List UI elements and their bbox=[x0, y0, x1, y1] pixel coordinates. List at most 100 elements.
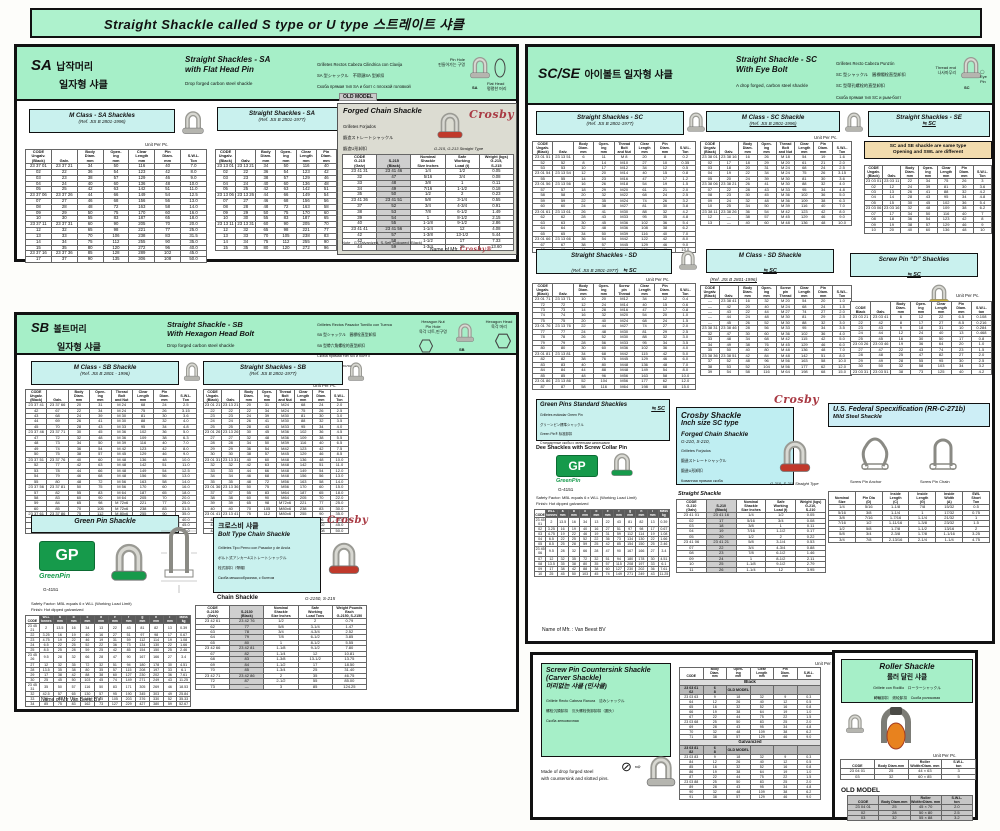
crosby-sc-box: Crosby Shackle Inch size SC type Forged … bbox=[676, 407, 794, 485]
gp-std-table: CODE WLL tonnes a mm b mm c mm d mm e mm f mm g … bbox=[533, 508, 671, 577]
table-row: 08 18 36 54 123 42 8 bbox=[863, 216, 993, 223]
chain-shackle-label: Chain Shackle bbox=[217, 595, 259, 601]
greenpin-shackle-icon bbox=[109, 537, 149, 589]
table-row: 37 52 48 96 M 56 163 58 10.0 bbox=[700, 358, 852, 365]
sb-hexhead-label: Hexagon Head bbox=[485, 319, 513, 324]
se-note-text: SC and SE shackle are same type Opening … bbox=[889, 144, 967, 156]
carver-title2: (Carver Shackle) bbox=[546, 675, 602, 683]
crosby-forged-panel: Forged Chain Shackle Grilletes Forjados … bbox=[337, 103, 517, 255]
table-row: 38 53 52 104 M 56 177 62 12.0 bbox=[700, 363, 852, 371]
gp-std-lang-es: Grilletes estándar Green Pin bbox=[540, 413, 583, 418]
crosby-sc-caption: G-210, S-210 Straight Type bbox=[770, 481, 819, 486]
usfed-anchor-label: Screw Pin Anchor bbox=[850, 479, 882, 484]
sc-lang-zh: SC 型帶孔螺栓的直型卸扣 bbox=[836, 83, 885, 89]
usfed-sub: Mild Steel Shackle bbox=[833, 414, 882, 421]
table-row: 05 20 1/2 2 0.22 bbox=[676, 533, 826, 541]
table-row: 23 42 66 23 42 81 1-1/8 9-1/2 7.80 bbox=[194, 645, 368, 652]
table-row: 03 4.75 19 22 46 19 31 59 112 114 19 1.08 bbox=[533, 531, 671, 538]
table-row: 23 37 16 23 37 36 85 128 289 102 45.0 bbox=[25, 250, 207, 258]
table-row: 67 82 1-1/4 12 10.81 bbox=[194, 650, 368, 658]
shackle-icon bbox=[686, 109, 706, 136]
sc77-box: Straight Shackles - SC (Ref. JIS B 2801-1… bbox=[536, 111, 684, 135]
msb-title: M Class - SB Shackle bbox=[73, 364, 137, 371]
table-row: 23 4.75 19 22 46 19 31 59 112 114 19 1.08 bbox=[25, 637, 191, 644]
table-row: 78 78 26 52 M30 88 32 3.0 bbox=[531, 334, 697, 341]
roller-title: Roller Shackle bbox=[879, 662, 935, 671]
greenpin-logo-text: GreenPin bbox=[556, 478, 581, 484]
table-row: 07 17 34 50 116 40 7 bbox=[863, 210, 993, 218]
table-row: 28 48 25 47 82 27 2.0 bbox=[849, 352, 993, 359]
table-row: 64 79 7/8 6-1/2 3.85 bbox=[194, 634, 368, 641]
table-row: 03 32 60 × 85 5 bbox=[840, 773, 976, 781]
crosby-sc-models: G-210, S-210, bbox=[681, 438, 710, 444]
sd-table: CODE Ungalv. (Black) Galv. Body Diam. mm O… bbox=[531, 282, 697, 391]
msd-title: M Class - SD Shackle bbox=[738, 252, 802, 259]
sa-subtitle: Drop forged carbon steel shackle bbox=[185, 81, 253, 86]
carver-box: Screw Pin Countersink Shackle (Carver Sh… bbox=[541, 663, 671, 757]
unit-label: Unit Per Pc. bbox=[956, 293, 980, 298]
table-row: —45 26 52 M 30 88 32 3.0 bbox=[700, 319, 852, 327]
sa-mclass-box: M Class - SA Shackles (Ref. JIS B 2801-19… bbox=[29, 109, 175, 133]
table-row: 08 13.5 35 38 80 35 57 115 208 197 33 6.1 bbox=[533, 560, 671, 567]
table-row: 3/8 7/16 1-7/16 1-1/4 21/32 1 bbox=[828, 514, 990, 522]
table-row: 24 6.5 22 25 52 22 36 73 134 130 22 1.66 bbox=[25, 642, 191, 649]
table-row: 23 38 36 23 38 51 42 84 M 48 142 51 8.0 bbox=[700, 352, 852, 360]
table-row: 28 28 34 50 M39 116 40 6.5 bbox=[202, 440, 350, 447]
spd-box: Screw Pin “D” Shackles ≒ SC bbox=[850, 253, 978, 279]
table-row: 27 27 32 48 M36 109 38 5.5 bbox=[202, 434, 350, 442]
table-row: 34 34 46 68 M48 156 56 13.0 bbox=[202, 473, 350, 480]
table-row: 27 12 32 35 72 32 51 94 180 178 30 4.51 bbox=[25, 661, 191, 668]
table-row: 23 38 06 23 38 21 26 41 M 30 88 32 4.0 bbox=[700, 181, 852, 188]
table-row: 22 42 8 17 27 8.5 0.216 bbox=[849, 319, 993, 327]
sa-pinhole-kr: 핀들어가는 구멍 bbox=[438, 62, 465, 67]
table-row: 69 28 43 95 34 4.8 bbox=[679, 724, 821, 731]
table-row: 34 85 75 83 162 73 127 229 427 380 59 52.67 bbox=[25, 700, 191, 707]
table-row: 32 42.5 57 65 130 57 95 190 345 303 49 25.84 bbox=[25, 690, 191, 697]
dimension-diagram bbox=[161, 517, 197, 593]
table-row: 35 35 48 72 M56 163 58 14.0 bbox=[202, 478, 350, 486]
table-row: 27 47 22 43 74 23 1.5 bbox=[849, 346, 993, 354]
table-row: 59 84 65 98 M 72x6 221 77 25.0 bbox=[24, 500, 198, 507]
table-row: 58 58 20 32 M22 68 24 2.5 bbox=[531, 192, 697, 199]
table-row: 02 17 5/16 3/4 0.08 bbox=[676, 517, 826, 525]
sa-flathead-label: Flat Head bbox=[487, 81, 505, 86]
crosby-g215-table: CODE G-215 (Galv) S-215 (Black) Nominal S… bbox=[341, 153, 515, 251]
table-row: 23 45 01 2 13.5 16 34 13 22 43 81 82 13 0.39 bbox=[533, 517, 671, 528]
sc-threadend-kr: 나사마무리 bbox=[937, 70, 956, 75]
sb-panel: SB 볼트머리 일자형 샤클 Straight Shackle - SB With… bbox=[14, 312, 519, 712]
greenpin-shackle-icon bbox=[610, 449, 634, 481]
table-row: 68 83 1-3/8 13-1/2 13.75 bbox=[194, 656, 368, 663]
spd-title: Screw Pin “D” Shackles bbox=[878, 256, 950, 263]
table-row: 02 17 18 29 M 20 61 21 2.0 bbox=[700, 159, 852, 167]
sc-title: Straight Shackle - SC With Eye Bolt bbox=[736, 55, 817, 74]
table-row: 47 72 32 48 M 36 109 38 6.3 bbox=[24, 434, 198, 442]
carver-panel: Screw Pin Countersink Shackle (Carver Sh… bbox=[530, 652, 880, 820]
table-row: 22 22 22 34 M24 75 26 2.5 bbox=[202, 407, 350, 415]
mfr-name: Van Beest BV bbox=[574, 627, 606, 633]
table-row: 32 47 30 60 M 36 102 36 4.0 bbox=[700, 330, 852, 338]
greenpin-logo-text: GreenPin bbox=[39, 573, 71, 580]
spd-mark: ≒ SC bbox=[907, 272, 921, 279]
table-row: 23 37 46 23 37 71 30 45 M 36 102 36 5.0 bbox=[24, 429, 198, 436]
sb-lang-zh: SB 型帶六角螺栓的直型卸扣 bbox=[317, 343, 365, 348]
table-row: 04 6.5 22 25 52 22 36 73 134 130 22 1.66 bbox=[533, 536, 671, 543]
greenpin-logo: GP bbox=[39, 541, 95, 571]
table-row: 29 29 36 54 M42 123 42 7.5 bbox=[202, 445, 350, 453]
table-row: 23 23 24 39 M30 81 30 3.0 bbox=[202, 412, 350, 420]
roller-lang-2: 轉輪卸扣 滚轮卸扣 Скоба роликовая bbox=[873, 696, 941, 701]
carver-lang-es: Grillete Recto Cabeza Ranura 沈みシャックル bbox=[546, 699, 625, 704]
table-row: 09 19 38 57 129 46 9 bbox=[863, 221, 993, 229]
table-row: 79 79 28 56 M33 95 34 3.5 bbox=[531, 339, 697, 347]
unit-label: Unit Per Pc. bbox=[646, 277, 670, 282]
table-row: 32 32 42 63 M48 142 51 11.0 bbox=[202, 462, 350, 469]
chain-shackle-models: G-2150, S-215 bbox=[305, 596, 336, 601]
unit-label: Unit Per Pc. bbox=[313, 383, 337, 388]
table-row: 23 03 61 62 6 8 OLD MODEL bbox=[679, 684, 821, 696]
table-row: 24 44 12 24 40 13 0.468 bbox=[849, 330, 993, 337]
table-row: 33 33 44 66 M48 149 54 12.0 bbox=[202, 467, 350, 475]
table-row: 09 24 1 8-1/2 2.11 bbox=[676, 555, 826, 563]
table-row: 23 03 06 23 03 16 32 48 109 38 6.2 bbox=[863, 205, 993, 212]
table-row: 02 12 24 39 81 30 3.6 bbox=[863, 183, 993, 191]
